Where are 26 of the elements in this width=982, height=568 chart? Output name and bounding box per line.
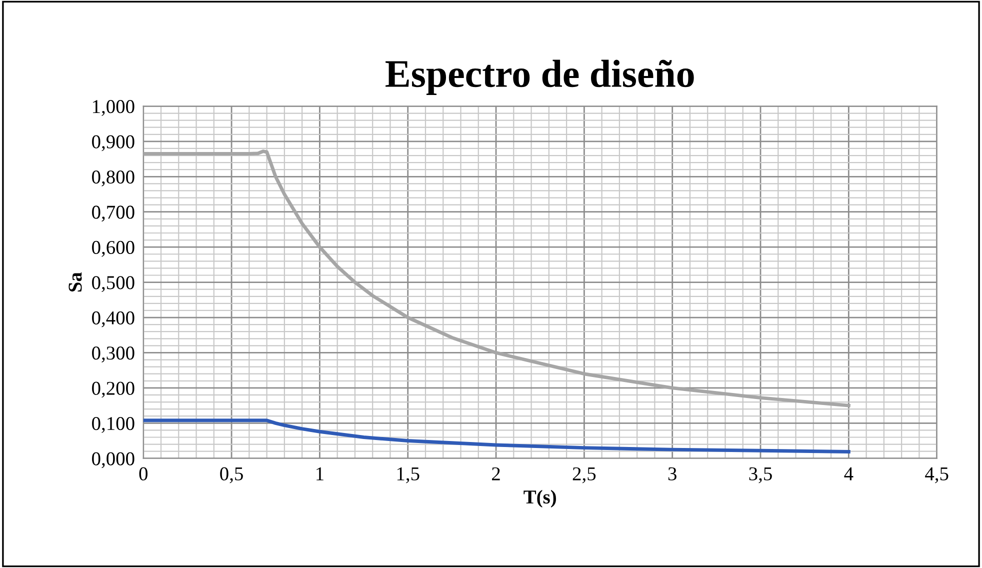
y-tick-label: 0,100 bbox=[92, 416, 134, 433]
x-tick-label: 0,5 bbox=[220, 467, 243, 484]
y-tick-label: 0,900 bbox=[92, 135, 134, 152]
line-series bbox=[143, 150, 850, 408]
x-tick-label: 1,5 bbox=[397, 467, 420, 484]
y-tick-label: 0,500 bbox=[92, 276, 134, 292]
x-tick-label: 3,5 bbox=[749, 467, 772, 484]
line-series bbox=[143, 418, 850, 454]
y-axis-title: Sa bbox=[68, 272, 82, 292]
y-tick-label: 0,700 bbox=[92, 206, 134, 222]
y-tick-label: 0,800 bbox=[92, 170, 134, 186]
x-tick-label: 2,5 bbox=[572, 467, 596, 484]
y-tick-label: 1,000 bbox=[93, 100, 134, 116]
y-tick-label: 0,400 bbox=[92, 311, 134, 328]
chart-title: Espectro de diseño bbox=[386, 60, 694, 96]
x-tick-label: 4,5 bbox=[925, 467, 948, 484]
x-tick-label: 2 bbox=[492, 467, 500, 480]
y-tick-label: 0,600 bbox=[92, 240, 134, 257]
x-tick-label: 1 bbox=[316, 467, 324, 480]
x-tick-label: 3 bbox=[668, 467, 676, 480]
x-tick-label: 0 bbox=[139, 467, 148, 480]
y-tick-label: 0,200 bbox=[92, 382, 134, 398]
x-tick-label: 4 bbox=[844, 467, 854, 480]
x-axis-title: T(s) bbox=[524, 490, 556, 508]
y-tick-label: 0,300 bbox=[92, 346, 134, 362]
y-tick-label: 0,000 bbox=[92, 452, 134, 468]
